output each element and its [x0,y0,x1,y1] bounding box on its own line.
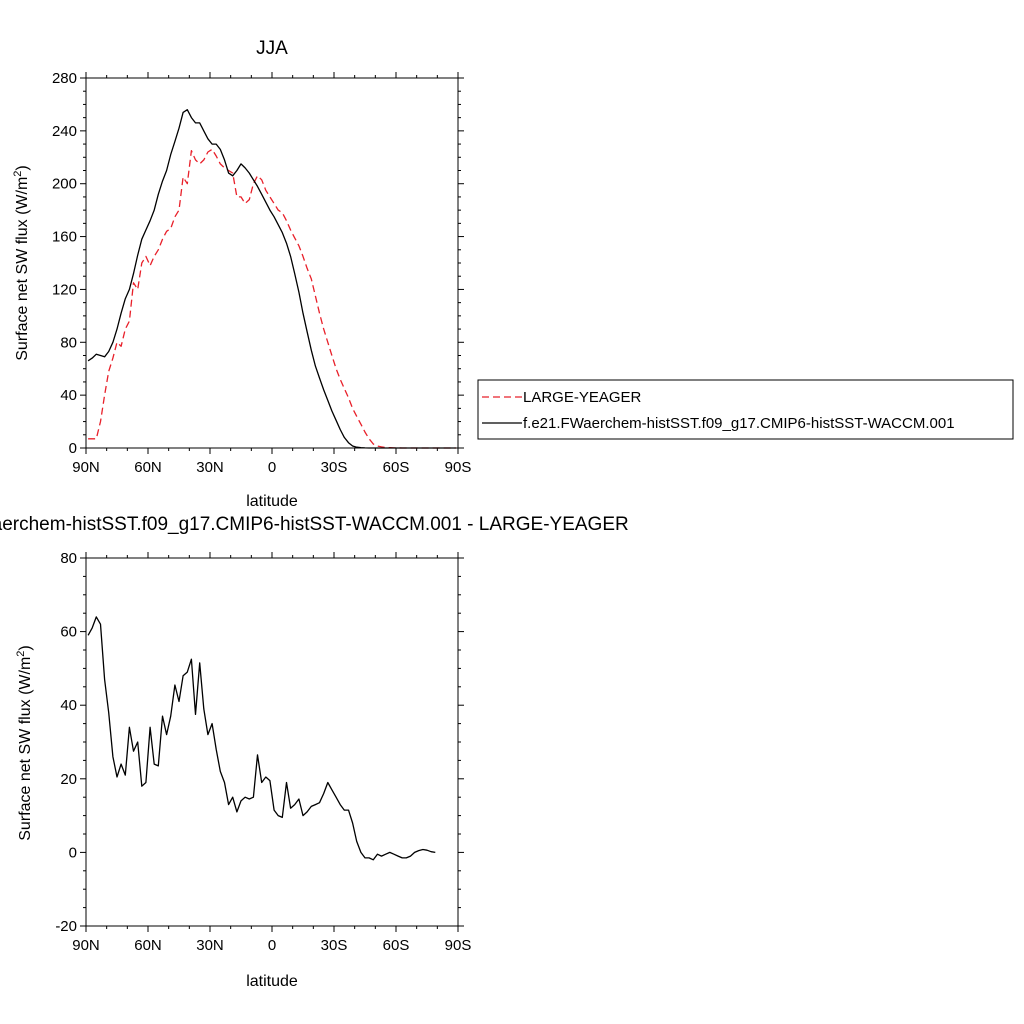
bottom-y-tick-label: 0 [69,844,77,861]
bottom-x-tick-label: 60N [134,937,162,954]
top-x-axis-label: latitude [246,493,298,510]
top-y-axis-label: Surface net SW flux (W/m2) [12,165,31,361]
legend-box [477,379,1014,440]
bottom-y-tick-label: 20 [60,771,77,788]
bottom-x-tick-label: 60S [383,937,410,954]
top-chart-title: JJA [256,38,288,59]
top-x-tick-label: 30S [321,459,348,476]
top-x-tick-label: 30N [196,459,224,476]
bottom-chart-title: f.e21.FWaerchem-histSST.f09_g17.CMIP6-hi… [0,514,629,535]
top-y-tick-label: 200 [52,176,77,193]
bottom-x-axis-label: latitude [246,973,298,990]
top-y-tick-label: 0 [69,440,77,457]
bottom-axes-frame [85,557,459,927]
bottom-x-tick-label: 90N [72,937,100,954]
top-y-tick-label: 160 [52,229,77,246]
legend: LARGE-YEAGER f.e21.FWaerchem-histSST.f09… [477,379,1014,440]
bottom-y-tick-label: 60 [60,624,77,641]
bottom-x-tick-label: 0 [268,937,276,954]
top-y-tick-label: 80 [60,334,77,351]
top-x-tick-label: 60S [383,459,410,476]
top-series-line-1 [87,109,456,449]
bottom-series-line-0 [87,616,436,861]
top-x-tick-label: 60N [134,459,162,476]
top-y-tick-label: 40 [60,387,77,404]
top-plot-area: 0 40 80 120 160 200 240 280 90N 60N 30N 0 30S 60S 90S [52,70,471,476]
top-y-tick-label: 280 [52,70,77,87]
bottom-y-tick-label: 80 [60,550,77,567]
top-x-tick-label: 90S [445,459,472,476]
bottom-panel: f.e21.FWaerchem-histSST.f09_g17.CMIP6-hi… [0,514,629,990]
bottom-y-tick-label: -20 [55,918,77,935]
top-x-tick-label: 0 [268,459,276,476]
top-panel: JJA 0 40 80 120 160 200 240 280 90N 60N 30N 0 30S 60S… [12,38,1014,510]
top-y-tick-label: 120 [52,281,77,298]
bottom-x-tick-label: 90S [445,937,472,954]
bottom-x-tick-label: 30N [196,937,224,954]
bottom-x-tick-label: 30S [321,937,348,954]
bottom-plot-area: -20 0 20 40 60 80 90N 60N 30N 0 30S 60S 90S [55,550,471,954]
legend-label-large-yeager: LARGE-YEAGER [523,389,642,406]
bottom-y-axis-label: Surface net SW flux (W/m2) [15,645,34,841]
top-y-tick-label: 240 [52,123,77,140]
bottom-y-tick-label: 40 [60,697,77,714]
legend-label-waccm: f.e21.FWaerchem-histSST.f09_g17.CMIP6-hi… [523,415,955,432]
top-series-line-0 [88,148,456,449]
top-x-tick-label: 90N [72,459,100,476]
